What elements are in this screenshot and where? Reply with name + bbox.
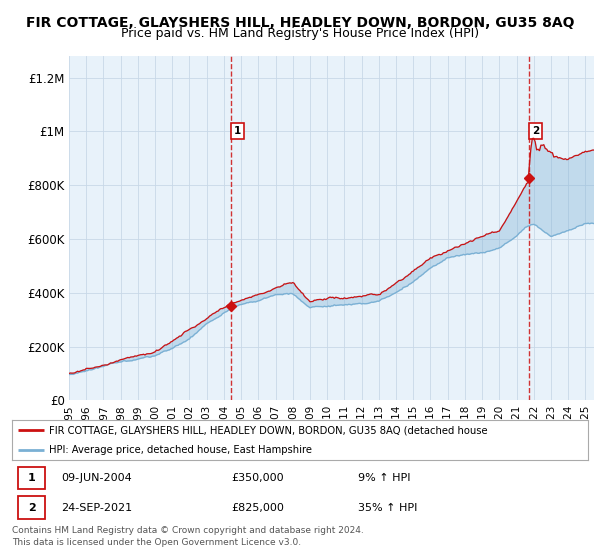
- Text: Price paid vs. HM Land Registry's House Price Index (HPI): Price paid vs. HM Land Registry's House …: [121, 27, 479, 40]
- Text: £825,000: £825,000: [231, 502, 284, 512]
- Text: 35% ↑ HPI: 35% ↑ HPI: [358, 502, 417, 512]
- Text: This data is licensed under the Open Government Licence v3.0.: This data is licensed under the Open Gov…: [12, 538, 301, 547]
- Text: FIR COTTAGE, GLAYSHERS HILL, HEADLEY DOWN, BORDON, GU35 8AQ: FIR COTTAGE, GLAYSHERS HILL, HEADLEY DOW…: [26, 16, 574, 30]
- Text: 2: 2: [532, 127, 539, 136]
- Text: 9% ↑ HPI: 9% ↑ HPI: [358, 473, 410, 483]
- Text: 2: 2: [28, 502, 35, 512]
- Bar: [18, 496, 46, 519]
- Text: HPI: Average price, detached house, East Hampshire: HPI: Average price, detached house, East…: [49, 445, 313, 455]
- Text: 1: 1: [234, 127, 241, 136]
- Text: FIR COTTAGE, GLAYSHERS HILL, HEADLEY DOWN, BORDON, GU35 8AQ (detached house: FIR COTTAGE, GLAYSHERS HILL, HEADLEY DOW…: [49, 425, 488, 435]
- Text: 1: 1: [28, 473, 35, 483]
- Text: £350,000: £350,000: [231, 473, 284, 483]
- Bar: [18, 466, 46, 489]
- Text: 09-JUN-2004: 09-JUN-2004: [61, 473, 132, 483]
- Text: Contains HM Land Registry data © Crown copyright and database right 2024.: Contains HM Land Registry data © Crown c…: [12, 526, 364, 535]
- Text: 24-SEP-2021: 24-SEP-2021: [61, 502, 132, 512]
